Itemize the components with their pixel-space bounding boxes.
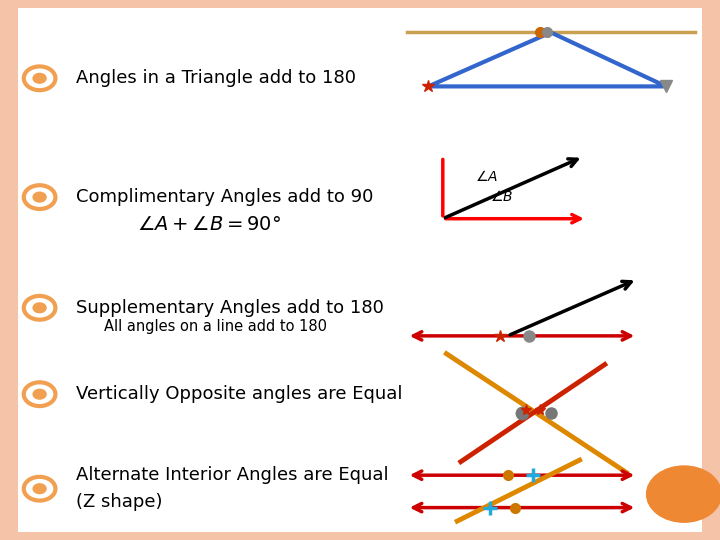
- Text: Vertically Opposite angles are Equal: Vertically Opposite angles are Equal: [76, 385, 402, 403]
- Text: Complimentary Angles add to 90: Complimentary Angles add to 90: [76, 188, 373, 206]
- Text: $\angle A + \angle B = 90°$: $\angle A + \angle B = 90°$: [137, 214, 281, 234]
- Text: All angles on a line add to 180: All angles on a line add to 180: [104, 319, 328, 334]
- FancyBboxPatch shape: [18, 8, 702, 532]
- Text: $\angle B$: $\angle B$: [490, 188, 513, 204]
- Text: (Z shape): (Z shape): [76, 493, 162, 511]
- Circle shape: [33, 484, 46, 494]
- Text: Supplementary Angles add to 180: Supplementary Angles add to 180: [76, 299, 384, 317]
- Circle shape: [33, 73, 46, 83]
- Circle shape: [33, 192, 46, 202]
- Circle shape: [33, 303, 46, 313]
- Circle shape: [33, 389, 46, 399]
- Text: Alternate Interior Angles are Equal: Alternate Interior Angles are Equal: [76, 466, 388, 484]
- Text: $\angle A$: $\angle A$: [475, 169, 498, 184]
- Circle shape: [647, 466, 720, 522]
- Text: Angles in a Triangle add to 180: Angles in a Triangle add to 180: [76, 69, 356, 87]
